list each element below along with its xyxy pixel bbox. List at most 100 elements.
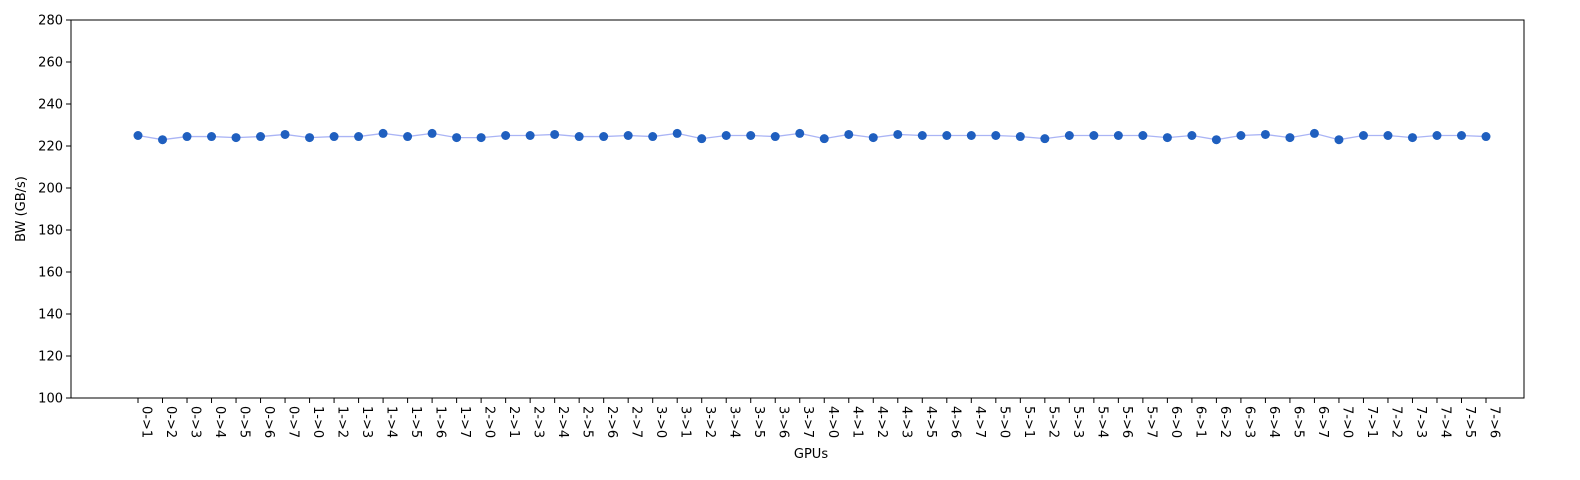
data-point [574, 132, 584, 142]
data-point [501, 131, 511, 140]
data-point [1481, 132, 1491, 142]
x-tick-label: 0->3 [188, 406, 203, 438]
y-tick-label: 200 [38, 182, 63, 197]
data-point [942, 131, 952, 140]
x-axis: 0->1 0->2 0->3 0->4 0->5 0->6 0->7 1->0 1->2 1->3… [137, 398, 1502, 438]
x-tick-label: 0->6 [261, 406, 276, 438]
data-point [427, 128, 437, 138]
y-tick-label: 220 [38, 140, 63, 155]
data-point [1334, 135, 1344, 145]
x-tick-label: 0->7 [286, 406, 301, 438]
data-point [599, 132, 609, 142]
x-tick-label: 2->6 [604, 406, 619, 438]
data-point [207, 132, 217, 142]
x-tick-label: 1->7 [457, 406, 472, 438]
data-point [1113, 131, 1123, 140]
x-tick-label: 4->2 [874, 406, 889, 438]
x-tick-label: 3->1 [678, 406, 693, 438]
x-tick-label: 6->0 [1168, 406, 1183, 438]
x-tick-label: 3->6 [776, 406, 791, 438]
x-tick-label: 0->4 [212, 406, 227, 438]
data-point [550, 129, 560, 139]
y-tick-label: 100 [38, 392, 63, 407]
data-point [133, 131, 143, 140]
x-tick-label: 0->1 [139, 406, 154, 438]
data-point [378, 128, 388, 138]
x-tick-label: 3->0 [653, 406, 668, 438]
data-point [1383, 131, 1393, 140]
data-point [1187, 131, 1197, 140]
data-point [182, 132, 192, 142]
x-tick-label: 4->6 [947, 406, 962, 438]
x-tick-label: 4->7 [972, 406, 987, 438]
x-tick-label: 5->6 [1119, 406, 1134, 438]
data-point [819, 134, 829, 144]
data-point [280, 129, 290, 139]
x-tick-label: 2->4 [555, 406, 570, 438]
x-tick-label: 3->4 [727, 406, 742, 438]
x-tick-label: 0->2 [163, 406, 178, 438]
data-point [354, 132, 364, 142]
data-point [1236, 131, 1246, 140]
x-tick-label: 5->3 [1070, 406, 1085, 438]
data-point [256, 132, 266, 142]
data-point [1260, 129, 1270, 139]
data-point [1064, 131, 1074, 140]
x-tick-label: 1->4 [384, 406, 399, 438]
y-axis: 100 120 140 160 180 200 220 240 260 280 [38, 14, 71, 407]
x-tick-label: 6->4 [1266, 406, 1281, 438]
data-point [721, 131, 731, 140]
data-point [1358, 131, 1368, 140]
data-point [868, 133, 878, 143]
x-tick-label: 1->5 [408, 406, 423, 438]
x-tick-label: 7->0 [1339, 406, 1354, 438]
x-tick-label: 1->3 [359, 406, 374, 438]
data-point [917, 131, 927, 140]
x-tick-label: 7->4 [1437, 406, 1452, 438]
data-point [795, 128, 805, 138]
x-tick-label: 3->2 [702, 406, 717, 438]
x-tick-label: 3->5 [751, 406, 766, 438]
x-tick-label: 5->7 [1143, 406, 1158, 438]
x-tick-label: 2->5 [580, 406, 595, 438]
x-tick-label: 7->2 [1388, 406, 1403, 438]
x-tick-label: 7->1 [1364, 406, 1379, 438]
x-tick-label: 5->4 [1094, 406, 1109, 438]
y-tick-label: 280 [38, 14, 63, 29]
series-layer [133, 128, 1491, 145]
data-point [1309, 128, 1319, 138]
y-tick-label: 240 [38, 98, 63, 113]
data-point [672, 128, 682, 138]
x-tick-label: 2->0 [482, 406, 497, 438]
x-tick-label: 6->3 [1241, 406, 1256, 438]
data-point [648, 132, 658, 142]
data-point [1407, 133, 1417, 143]
y-tick-label: 180 [38, 224, 63, 239]
data-point [476, 133, 486, 143]
x-tick-label: 6->2 [1217, 406, 1232, 438]
x-tick-label: 7->6 [1487, 406, 1502, 438]
x-tick-label: 2->7 [629, 406, 644, 438]
y-axis-label: BW (GB/s) [14, 176, 29, 242]
x-tick-label: 1->2 [335, 406, 350, 438]
data-point [525, 131, 535, 140]
x-tick-label: 6->1 [1192, 406, 1207, 438]
data-point [844, 129, 854, 139]
x-tick-label: 4->0 [825, 406, 840, 438]
x-tick-label: 7->5 [1462, 406, 1477, 438]
y-tick-label: 140 [38, 308, 63, 323]
x-tick-label: 2->1 [506, 406, 521, 438]
data-point [1015, 132, 1025, 142]
x-tick-label: 6->7 [1315, 406, 1330, 438]
x-tick-label: 4->3 [898, 406, 913, 438]
data-point [746, 131, 756, 140]
x-tick-label: 0->5 [237, 406, 252, 438]
data-point [1211, 135, 1221, 145]
x-tick-label: 5->0 [996, 406, 1011, 438]
x-tick-label: 7->3 [1413, 406, 1428, 438]
data-point [991, 131, 1001, 140]
data-point [966, 131, 976, 140]
data-point [305, 133, 315, 143]
data-point [452, 133, 462, 143]
